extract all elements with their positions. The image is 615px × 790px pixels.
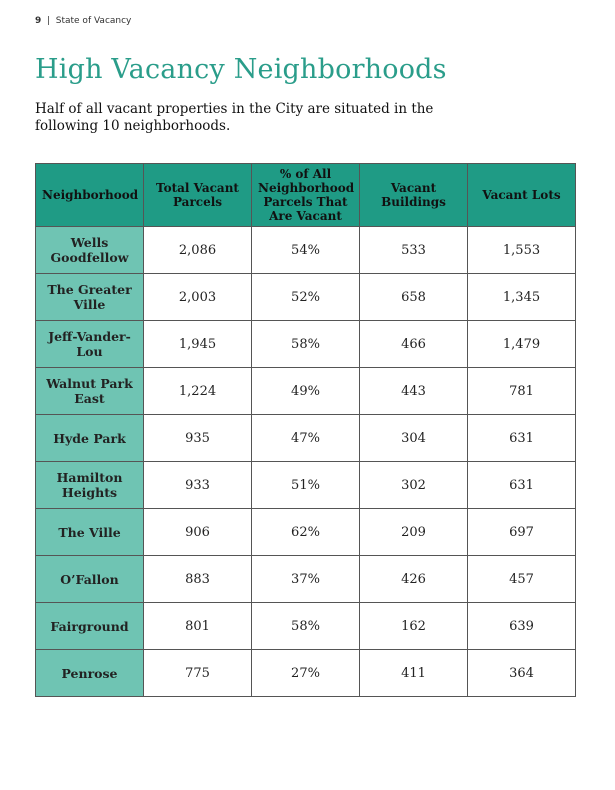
value-cell: 62% — [251, 508, 360, 556]
value-cell: 49% — [251, 367, 360, 415]
value-cell: 2,086 — [143, 226, 252, 274]
value-cell: 466 — [359, 320, 468, 368]
neighborhood-cell: Penrose — [35, 649, 144, 697]
neighborhood-cell: The Greater Ville — [35, 273, 144, 321]
value-cell: 457 — [467, 555, 576, 603]
column-header: % of All Neighborhood Parcels That Are V… — [251, 163, 360, 227]
column-header: Neighborhood — [35, 163, 144, 227]
value-cell: 631 — [467, 414, 576, 462]
table-row: The Greater Ville 2,003 52% 658 1,345 — [35, 273, 576, 321]
value-cell: 781 — [467, 367, 576, 415]
value-cell: 411 — [359, 649, 468, 697]
running-header: 9 | State of Vacancy — [35, 16, 132, 26]
value-cell: 935 — [143, 414, 252, 462]
value-cell: 1,224 — [143, 367, 252, 415]
table-row: Hamilton Heights 933 51% 302 631 — [35, 461, 576, 509]
column-header: Total Vacant Parcels — [143, 163, 252, 227]
value-cell: 1,945 — [143, 320, 252, 368]
column-header: Vacant Buildings — [359, 163, 468, 227]
value-cell: 304 — [359, 414, 468, 462]
title: High Vacancy Neighborhoods — [35, 54, 447, 85]
value-cell: 209 — [359, 508, 468, 556]
value-cell: 2,003 — [143, 273, 252, 321]
value-cell: 1,345 — [467, 273, 576, 321]
value-cell: 58% — [251, 602, 360, 650]
header-row: Neighborhood Total Vacant Parcels% of All… — [35, 163, 576, 227]
value-cell: 54% — [251, 226, 360, 274]
data-table: Neighborhood Total Vacant Parcels% of All… — [35, 163, 576, 697]
neighborhood-cell: The Ville — [35, 508, 144, 556]
section-name: State of Vacancy — [55, 16, 132, 26]
table-row: O’Fallon 883 37% 426 457 — [35, 555, 576, 603]
value-cell: 51% — [251, 461, 360, 509]
table-row: Walnut Park East 1,224 49% 443 781 — [35, 367, 576, 415]
value-cell: 364 — [467, 649, 576, 697]
neighborhood-cell: Walnut Park East — [35, 367, 144, 415]
value-cell: 697 — [467, 508, 576, 556]
value-cell: 533 — [359, 226, 468, 274]
value-cell: 1,479 — [467, 320, 576, 368]
value-cell: 52% — [251, 273, 360, 321]
page-number: 9 — [35, 16, 42, 26]
neighborhood-cell: Wells Goodfellow — [35, 226, 144, 274]
value-cell: 883 — [143, 555, 252, 603]
table-row: Jeff-Vander-Lou 1,945 58% 466 1,479 — [35, 320, 576, 368]
value-cell: 1,553 — [467, 226, 576, 274]
value-cell: 37% — [251, 555, 360, 603]
neighborhood-cell: Hyde Park — [35, 414, 144, 462]
neighborhood-cell: O’Fallon — [35, 555, 144, 603]
value-cell: 639 — [467, 602, 576, 650]
table-row: Penrose 775 27% 411 364 — [35, 649, 576, 697]
table-row: Hyde Park 935 47% 304 631 — [35, 414, 576, 462]
value-cell: 47% — [251, 414, 360, 462]
value-cell: 775 — [143, 649, 252, 697]
value-cell: 443 — [359, 367, 468, 415]
value-cell: 658 — [359, 273, 468, 321]
column-header: Vacant Lots — [467, 163, 576, 227]
neighborhood-cell: Fairground — [35, 602, 144, 650]
table-row: The Ville 906 62% 209 697 — [35, 508, 576, 556]
value-cell: 58% — [251, 320, 360, 368]
table-body: Wells Goodfellow 2,086 54% 533 1,553 The Grea… — [35, 226, 576, 697]
value-cell: 631 — [467, 461, 576, 509]
value-cell: 302 — [359, 461, 468, 509]
neighborhood-cell: Jeff-Vander-Lou — [35, 320, 144, 368]
value-cell: 27% — [251, 649, 360, 697]
value-cell: 426 — [359, 555, 468, 603]
value-cell: 801 — [143, 602, 252, 650]
table-row: Wells Goodfellow 2,086 54% 533 1,553 — [35, 226, 576, 274]
intro: Half of all vacant properties in the Cit… — [35, 101, 434, 134]
value-cell: 162 — [359, 602, 468, 650]
neighborhood-cell: Hamilton Heights — [35, 461, 144, 509]
value-cell: 933 — [143, 461, 252, 509]
table-row: Fairground 801 58% 162 639 — [35, 602, 576, 650]
value-cell: 906 — [143, 508, 252, 556]
